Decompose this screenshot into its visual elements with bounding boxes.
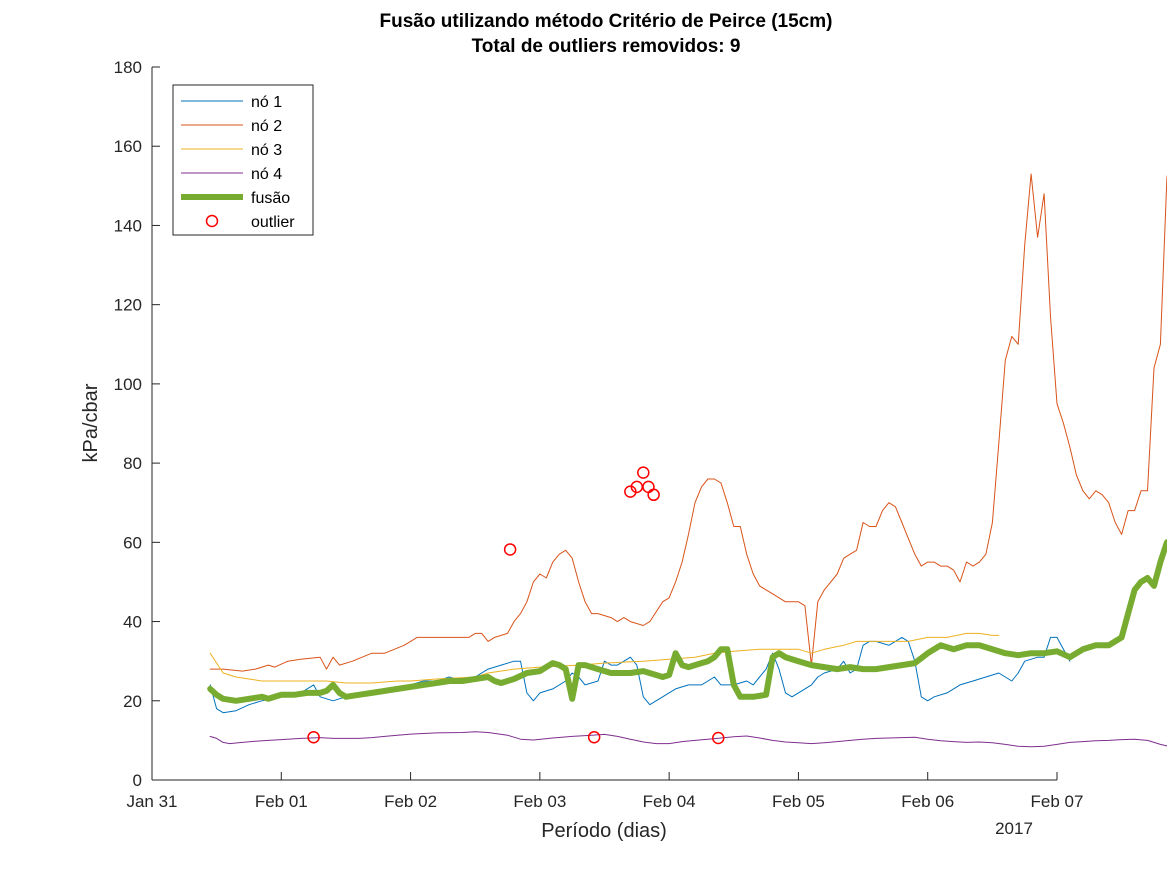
x-tick-label: Feb 01 [255,792,308,811]
y-tick-label: 120 [114,296,142,315]
series-line-1 [209,636,1071,714]
x-tick-label: Feb 05 [772,792,825,811]
chart-title: Fusão utilizando método Critério de Peir… [380,11,833,32]
y-axis-label: kPa/cbar [80,383,102,462]
y-tick-label: 140 [114,216,142,235]
series-line-5 [207,539,1167,704]
legend-label: nó 3 [251,142,282,159]
outlier-point [637,466,650,479]
outlier-point [587,730,601,744]
x-tick-label: Jan 31 [126,792,177,811]
outlier-point [647,488,660,502]
x-tick-label: Feb 04 [643,792,696,811]
legend-marker [205,214,219,228]
y-tick-label: 60 [123,533,142,552]
x-year-label: 2017 [995,819,1033,838]
series-line-2 [209,173,1167,672]
x-tick-label: Feb 06 [901,792,954,811]
legend: nó 1 nó 2 nó 3 nó 4 fusão outlier [172,84,314,236]
y-tick-label: 40 [123,613,142,632]
y-tick-label: 0 [133,771,142,790]
x-tick-label: Feb 07 [1031,792,1084,811]
outlier-point [307,730,320,744]
y-tick-label: 180 [114,58,142,77]
axes: Jan 31 Feb 01 Feb 02 Feb 03 Feb 04 Feb 05 Feb … [114,58,1084,811]
legend-label: outlier [251,214,295,231]
series-line-3 [209,632,1000,684]
x-axis-label: Período (dias) [541,820,667,842]
y-tick-label: 80 [123,454,142,473]
series-line-4 [209,731,1167,748]
legend-label: nó 1 [251,94,282,111]
legend-label: nó 4 [251,166,282,183]
y-tick-label: 20 [123,692,142,711]
y-tick-label: 160 [114,137,142,156]
outlier-point [642,480,655,494]
outlier-layer [307,466,725,745]
x-tick-label: Feb 02 [384,792,437,811]
legend-box [172,84,314,236]
legend-label: nó 2 [251,118,282,135]
x-tick-label: Feb 03 [513,792,566,811]
legend-label: fusão [251,190,290,207]
chart-subtitle: Total de outliers removidos: 9 [472,36,741,57]
y-tick-label: 100 [114,375,142,394]
outlier-point [712,731,725,745]
series-layer [207,173,1167,748]
outlier-point [503,543,517,556]
